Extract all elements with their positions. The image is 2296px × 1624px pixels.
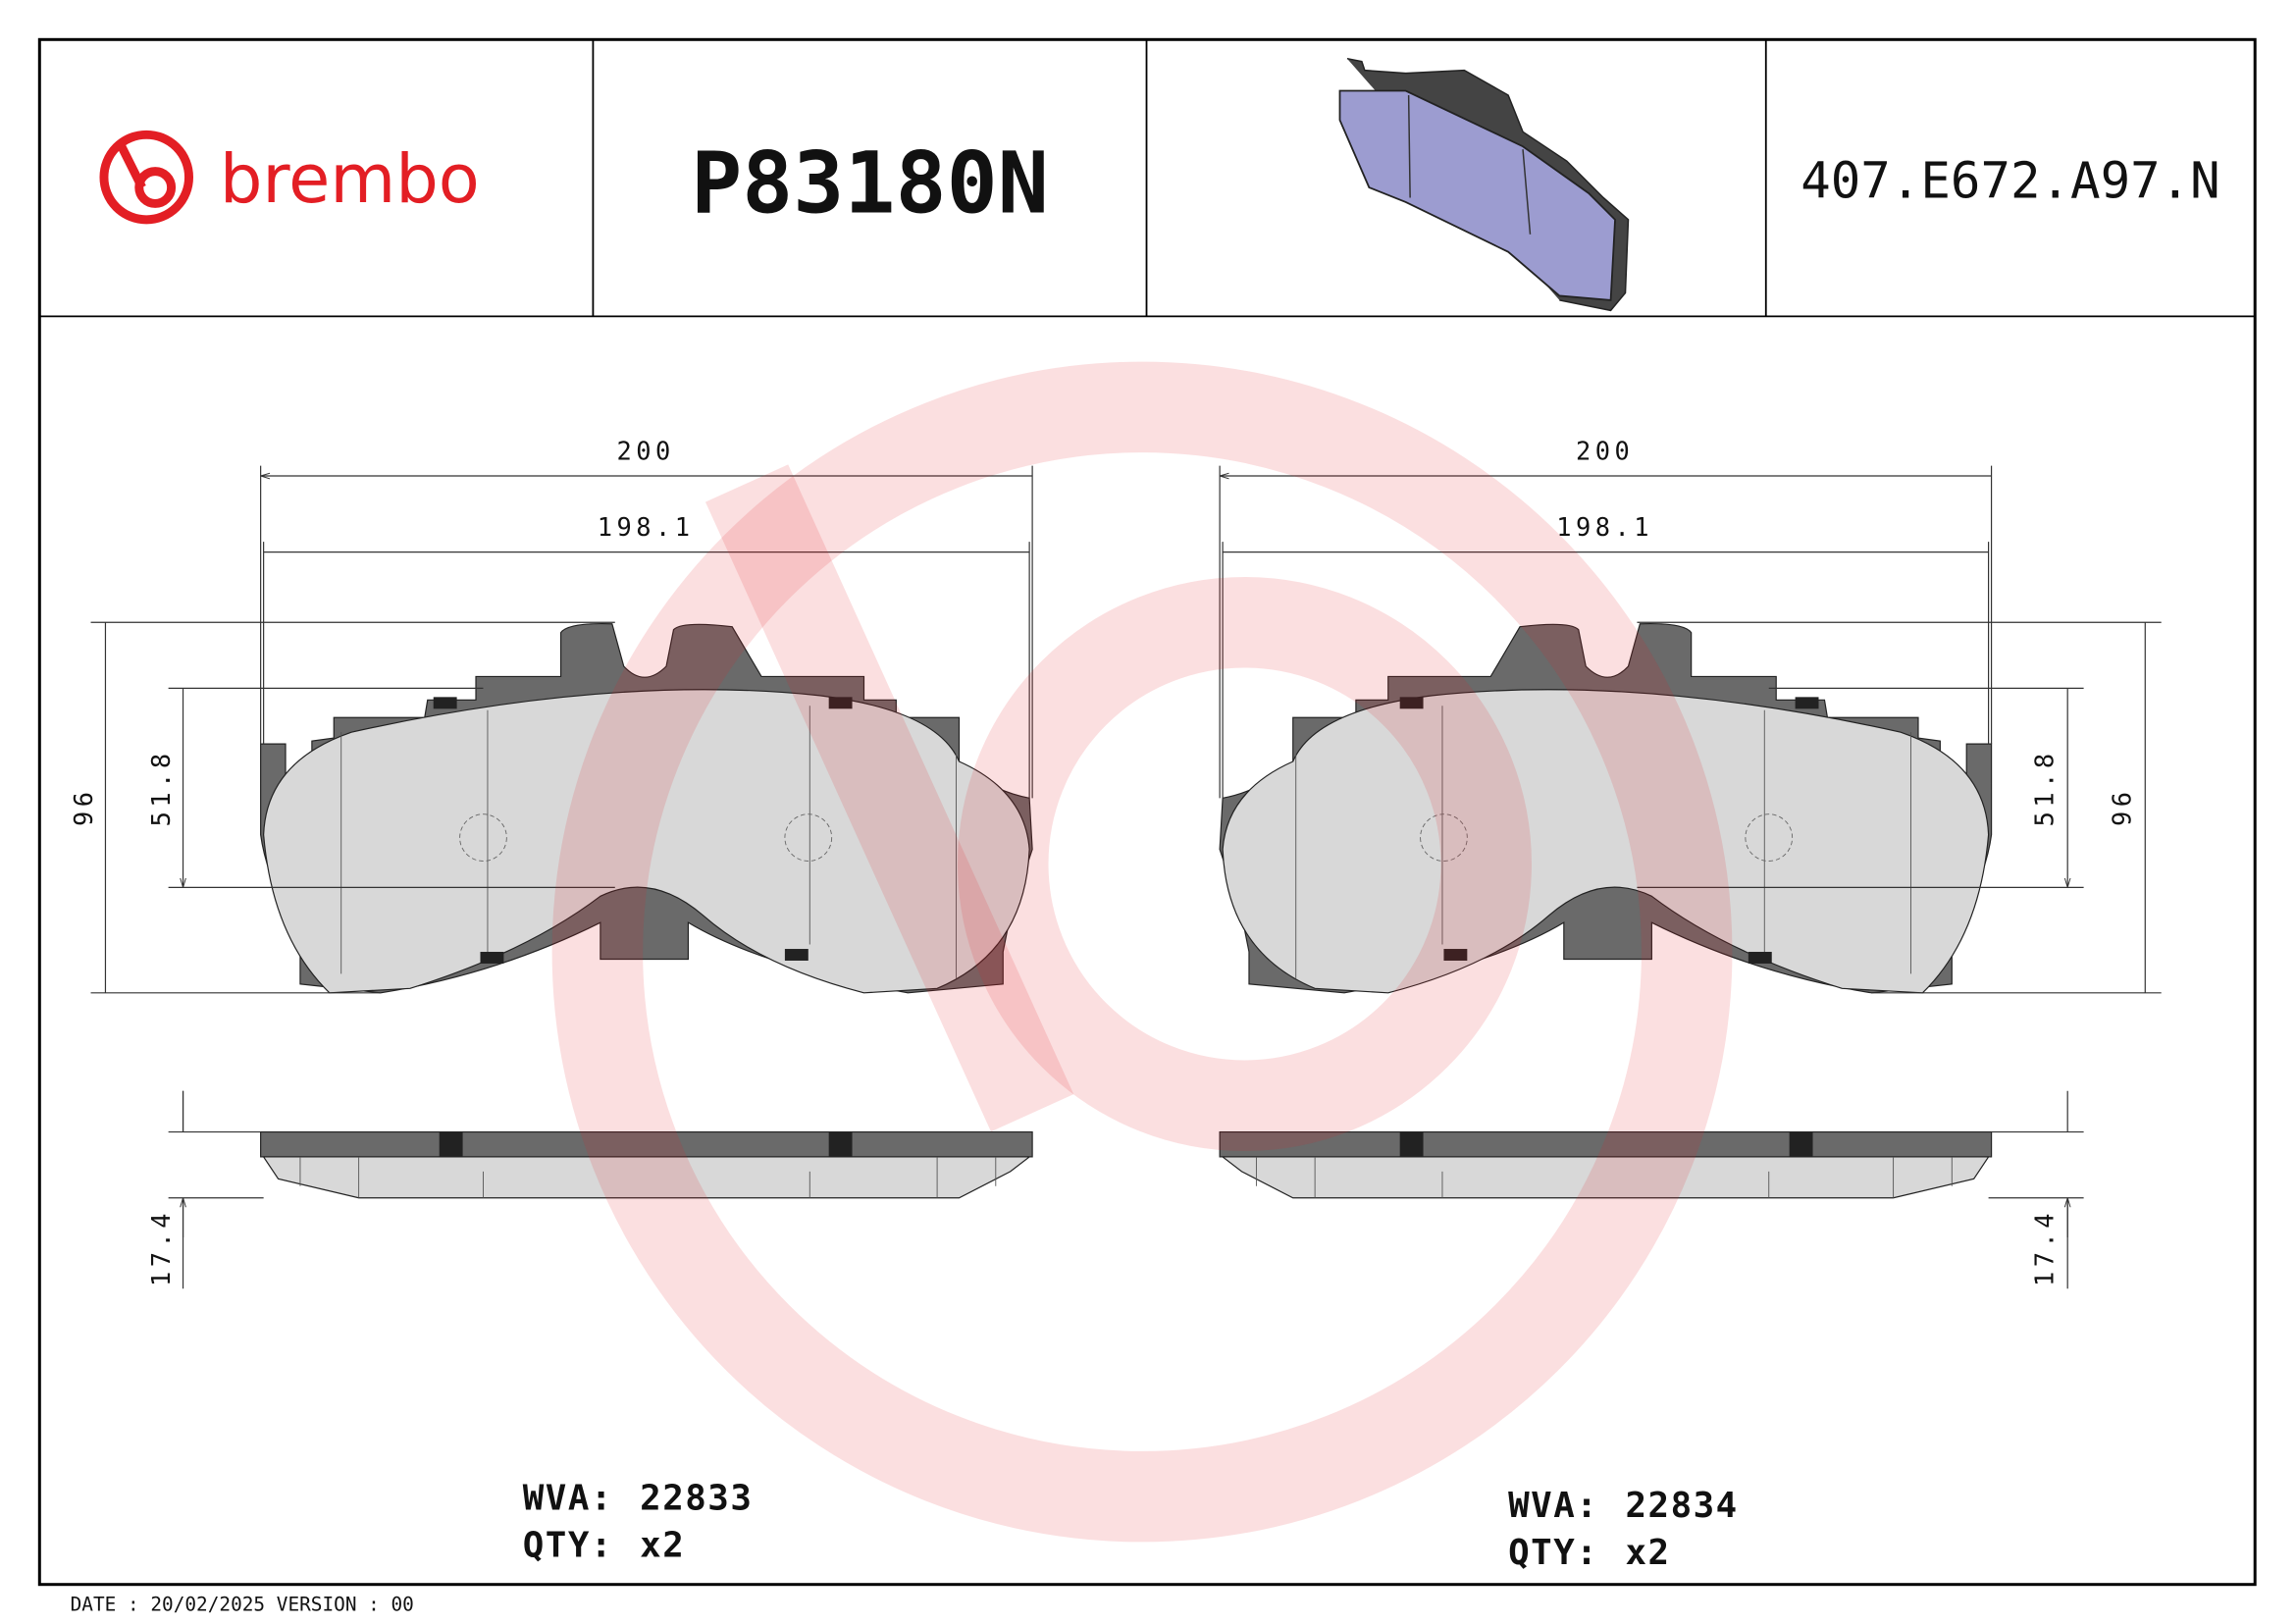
dim-height: 96 — [2107, 788, 2136, 827]
dim-inner-height: 51.8 — [146, 749, 176, 826]
qty-label: QTY: — [1508, 1533, 1598, 1573]
dimensions — [90, 466, 2162, 1289]
brand-name: brembo — [220, 140, 480, 219]
wva-number: 22834 — [1626, 1486, 1739, 1526]
wva-label: WVA: — [1508, 1486, 1598, 1526]
pad-thumbnail — [1338, 57, 1630, 312]
qty: x2 — [1626, 1533, 1671, 1573]
dim-inner-width: 198.1 — [1556, 512, 1653, 542]
part-number: P83180N — [691, 134, 1049, 233]
code: 407.E672.A97.N — [1800, 151, 2220, 209]
dim-thickness: 17.4 — [2029, 1209, 2059, 1286]
dim-width: 200 — [617, 437, 675, 466]
wva-label: WVA: — [523, 1479, 613, 1519]
wva-number: 22833 — [640, 1479, 753, 1519]
dim-width: 200 — [1576, 437, 1634, 466]
dim-inner-width: 198.1 — [598, 512, 695, 542]
header-grid — [39, 39, 2256, 318]
dim-thickness: 17.4 — [146, 1209, 176, 1286]
footer: DATE : 20/02/2025 VERSION : 00 — [71, 1594, 414, 1616]
brand-logo — [99, 130, 193, 225]
watermark — [551, 361, 1733, 1543]
dim-height: 96 — [69, 788, 98, 827]
dim-inner-height: 51.8 — [2029, 749, 2059, 826]
qty: x2 — [640, 1525, 685, 1565]
qty-label: QTY: — [523, 1525, 613, 1565]
